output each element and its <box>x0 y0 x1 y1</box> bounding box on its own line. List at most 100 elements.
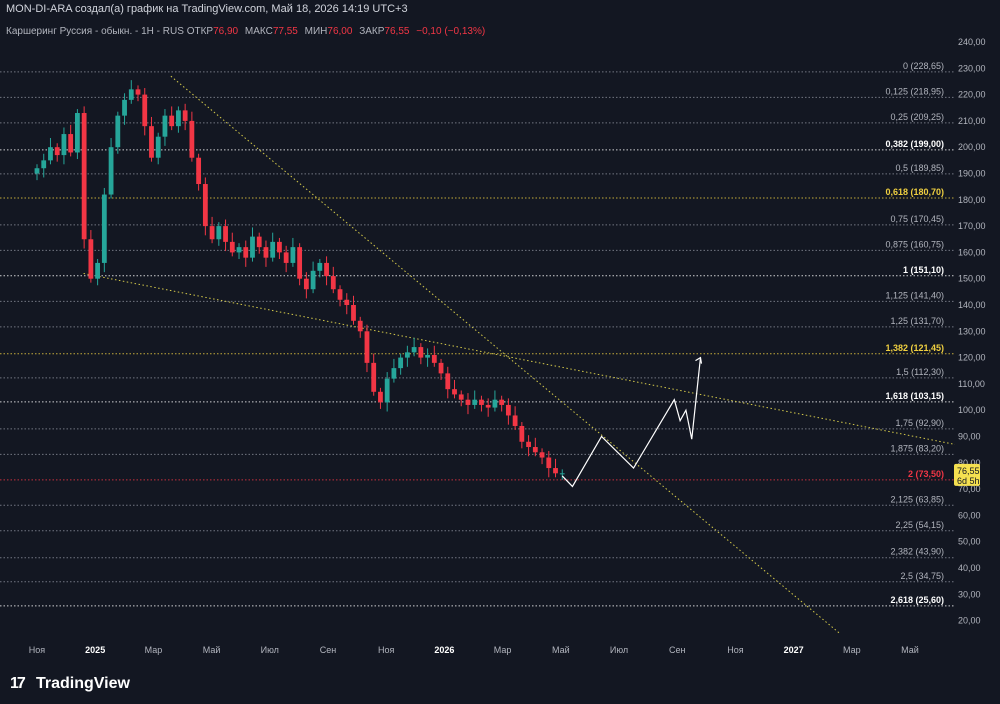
candle-body <box>465 399 471 405</box>
close-label: ЗАКР <box>359 26 385 37</box>
candle-body <box>344 299 350 305</box>
candle-body <box>81 113 87 240</box>
candle-body <box>108 147 114 195</box>
candle-body <box>303 278 309 290</box>
x-axis-tick-label: Июл <box>610 645 628 655</box>
y-axis-tick-label: 20,00 <box>958 616 981 626</box>
y-axis-tick-label: 140,00 <box>958 300 986 310</box>
fib-level-label: 2,125 (63,85) <box>890 494 944 504</box>
y-axis-tick-label: 190,00 <box>958 169 986 179</box>
candle-body <box>539 452 545 458</box>
symbol-name[interactable]: Каршеринг Руссия - обыкн. - 1Н - RUS <box>6 26 184 37</box>
candle-body <box>505 404 511 416</box>
candle-body <box>324 262 329 277</box>
y-axis-tick-label: 220,00 <box>958 90 986 100</box>
candle-body <box>176 110 181 127</box>
projection-arrowhead <box>695 356 703 364</box>
y-axis-tick-label: 150,00 <box>958 274 986 284</box>
x-axis-tick-label: Ноя <box>727 645 744 655</box>
candle-body <box>512 415 518 426</box>
candle-body <box>425 354 430 358</box>
y-axis-tick-label: 230,00 <box>958 63 986 73</box>
fib-level-label: 1,125 (141,40) <box>885 290 944 300</box>
close-value: 76,55 <box>384 26 410 37</box>
candle-body <box>492 399 498 408</box>
tradingview-brand: TradingView <box>36 675 130 692</box>
x-axis-tick-label: Май <box>552 645 570 655</box>
candle-body <box>75 113 80 153</box>
candle-body <box>317 262 323 271</box>
x-axis-tick-label: 2026 <box>434 645 454 655</box>
projection-path <box>561 357 702 488</box>
y-axis-tick-label: 70,00 <box>958 484 981 494</box>
x-axis-tick-label: Ноя <box>29 645 46 655</box>
x-axis-tick-label: Мар <box>145 645 163 655</box>
candle-body <box>229 241 235 253</box>
candle-body <box>115 115 121 148</box>
candle-body <box>209 226 215 240</box>
candle-body <box>243 247 249 258</box>
change-value: −0,10 (−0,13%) <box>416 26 486 37</box>
descending-trendline <box>170 75 841 635</box>
x-axis-tick-label: Сен <box>669 645 686 655</box>
open-label: ОТКР <box>186 26 214 37</box>
chart-author-caption: MON-DI-ARA создал(а) график на TradingVi… <box>6 3 408 15</box>
fib-level-label: 1 (151,10) <box>903 265 944 275</box>
candle-body <box>277 241 282 253</box>
candle-body <box>263 247 269 258</box>
y-axis-tick-label: 110,00 <box>958 379 985 389</box>
candle-body <box>297 247 303 279</box>
candle-body <box>330 276 336 290</box>
high-label: МАКС <box>244 26 273 37</box>
candle-body <box>216 226 222 240</box>
candle-body <box>189 120 195 158</box>
candle-body <box>472 399 478 405</box>
fib-level-label: 1,5 (112,30) <box>896 367 944 377</box>
candle-body <box>411 347 417 353</box>
candle-body <box>196 157 202 185</box>
candle-body <box>283 252 289 263</box>
x-axis-tick-label: Мар <box>843 645 861 655</box>
candle-body <box>142 94 148 127</box>
candle-body <box>458 394 464 400</box>
y-axis-tick-label: 50,00 <box>958 537 981 547</box>
candle-body <box>155 136 161 158</box>
x-axis-tick-label: Ноя <box>378 645 395 655</box>
tradingview-logo[interactable]: 17 TradingView <box>10 675 130 693</box>
fib-level-label: 1,75 (92,90) <box>895 418 944 428</box>
candle-body <box>290 247 296 263</box>
candle-body <box>378 391 383 403</box>
candle-body <box>128 89 134 100</box>
candle-body <box>532 447 538 453</box>
candle-body <box>418 347 424 358</box>
candle-body <box>526 441 531 448</box>
candle-body <box>371 362 377 392</box>
y-axis-tick-label: 200,00 <box>958 142 986 152</box>
low-value: 76,00 <box>327 26 353 37</box>
candle-body <box>149 126 154 158</box>
y-axis-tick-label: 240,00 <box>958 37 986 47</box>
fib-level-label: 2,618 (25,60) <box>890 595 944 605</box>
y-axis-tick-label: 180,00 <box>958 195 986 205</box>
candle-body <box>101 194 107 263</box>
fib-level-label: 1,382 (121,45) <box>885 343 944 353</box>
y-axis-tick-label: 30,00 <box>958 589 981 599</box>
candle-body <box>202 184 208 227</box>
candle-body <box>452 389 457 395</box>
fib-level-label: 2,25 (54,15) <box>895 520 944 530</box>
support-trendline <box>83 272 955 445</box>
candle-body <box>559 473 565 475</box>
x-axis-tick-label: 2027 <box>784 645 804 655</box>
candle-body <box>34 168 40 174</box>
candle-body <box>431 354 437 363</box>
candle-body <box>357 320 363 332</box>
y-axis-tick-label: 160,00 <box>958 247 986 257</box>
candle-body <box>162 115 168 137</box>
candle-body <box>499 399 505 405</box>
x-axis-tick-label: Сен <box>320 645 337 655</box>
price-chart[interactable]: 0 (228,65) 0,125 (218,95) 0,25 (209,25) 0,3… <box>0 20 1000 684</box>
symbol-legend: Каршеринг Руссия - обыкн. - 1Н - RUS ОТК… <box>6 26 489 37</box>
fib-level-label: 2,382 (43,90) <box>890 547 944 557</box>
low-label: МИН <box>304 26 328 37</box>
candle-body <box>95 262 101 279</box>
